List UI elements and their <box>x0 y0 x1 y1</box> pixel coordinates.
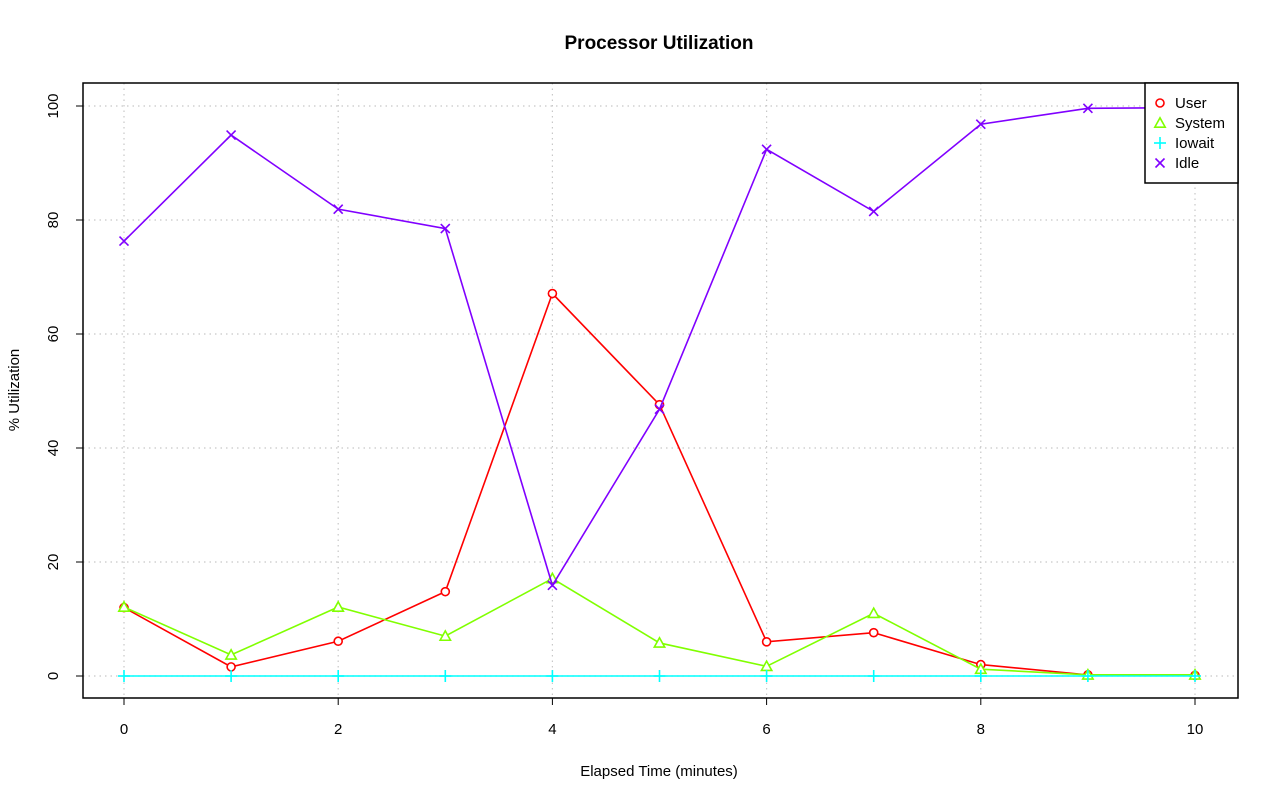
legend: User System Iowait Idle <box>1144 82 1239 184</box>
cross-mark-b <box>975 119 986 130</box>
y-tick-label: 80 <box>45 212 62 229</box>
data-point-system <box>331 600 345 612</box>
series-system <box>117 571 1202 680</box>
series-line-system <box>123 577 1195 676</box>
legend-marker-user <box>1155 98 1165 108</box>
legend-label-user: User <box>1175 95 1207 112</box>
y-tick-label: 20 <box>45 554 62 571</box>
y-tick-label: 60 <box>45 326 62 343</box>
data-point-iowait <box>118 670 130 682</box>
cross-mark-b <box>868 206 879 217</box>
series-iowait <box>118 670 1201 682</box>
data-point-idle <box>333 204 344 215</box>
x-tick-label: 0 <box>120 721 128 738</box>
data-point-system <box>117 600 131 612</box>
x-tick-label: 10 <box>1187 721 1204 738</box>
cross-mark-b <box>118 236 130 247</box>
data-point-iowait <box>653 670 666 682</box>
grid <box>83 83 1238 698</box>
data-point-iowait <box>974 670 987 682</box>
data-point-idle <box>226 130 237 141</box>
data-point-user <box>440 586 451 597</box>
legend-label-system: System <box>1175 115 1225 132</box>
data-point-iowait <box>1189 670 1201 682</box>
series-line-idle <box>123 106 1196 588</box>
legend-marker-iowait <box>1154 137 1166 149</box>
x-tick-label: 6 <box>762 721 770 738</box>
legend-label-iowait: Iowait <box>1175 135 1215 152</box>
data-point-iowait <box>1081 670 1094 682</box>
data-point-iowait <box>332 670 345 682</box>
legend-marker-idle <box>1154 157 1166 169</box>
cross-mark-b <box>440 223 451 234</box>
x-tick-label: 2 <box>334 721 342 738</box>
data-point-user <box>333 636 344 647</box>
series-idle <box>118 102 1201 591</box>
cross-mark-b <box>333 204 344 215</box>
data-point-system <box>867 606 881 619</box>
y-tick-label: 0 <box>45 672 62 680</box>
cross-mark-b <box>226 130 237 141</box>
chart-title: Processor Utilization <box>565 33 754 54</box>
y-tick-label: 40 <box>45 440 62 457</box>
data-point-user <box>868 627 879 638</box>
data-point-idle <box>1082 103 1093 114</box>
cross-mark-b <box>1082 103 1093 114</box>
data-point-user <box>761 636 772 647</box>
data-point-idle <box>654 404 665 415</box>
series <box>117 102 1202 682</box>
legend-label-idle: Idle <box>1175 155 1199 172</box>
data-point-system <box>652 636 667 648</box>
data-point-system <box>438 629 452 642</box>
y-tick-label: 100 <box>45 93 62 118</box>
data-point-iowait <box>867 670 880 682</box>
plot-frame <box>82 82 1239 699</box>
data-point-iowait <box>760 670 773 682</box>
x-tick-label: 8 <box>977 721 985 738</box>
data-point-idle <box>975 119 986 130</box>
cross-mark-b <box>1154 157 1166 169</box>
x-tick-label: 4 <box>548 721 556 738</box>
data-point-iowait <box>439 670 452 682</box>
cross-mark-b <box>761 144 772 155</box>
data-point-user <box>226 662 236 672</box>
legend-marker-system <box>1153 116 1167 128</box>
data-point-idle <box>868 206 879 217</box>
data-point-idle <box>118 236 130 247</box>
data-point-idle <box>547 580 558 591</box>
y-axis-label: % Utilization <box>6 349 23 432</box>
cross-mark-b <box>654 404 665 415</box>
data-point-user <box>547 288 558 299</box>
cross-mark-b <box>547 580 558 591</box>
x-axis-label: Elapsed Time (minutes) <box>580 763 738 780</box>
series-user <box>119 288 1200 681</box>
data-point-iowait <box>546 670 559 682</box>
series-line-user <box>123 292 1196 677</box>
data-point-system <box>224 648 238 660</box>
data-point-iowait <box>225 670 238 682</box>
data-point-idle <box>440 223 451 234</box>
data-point-idle <box>761 144 772 155</box>
